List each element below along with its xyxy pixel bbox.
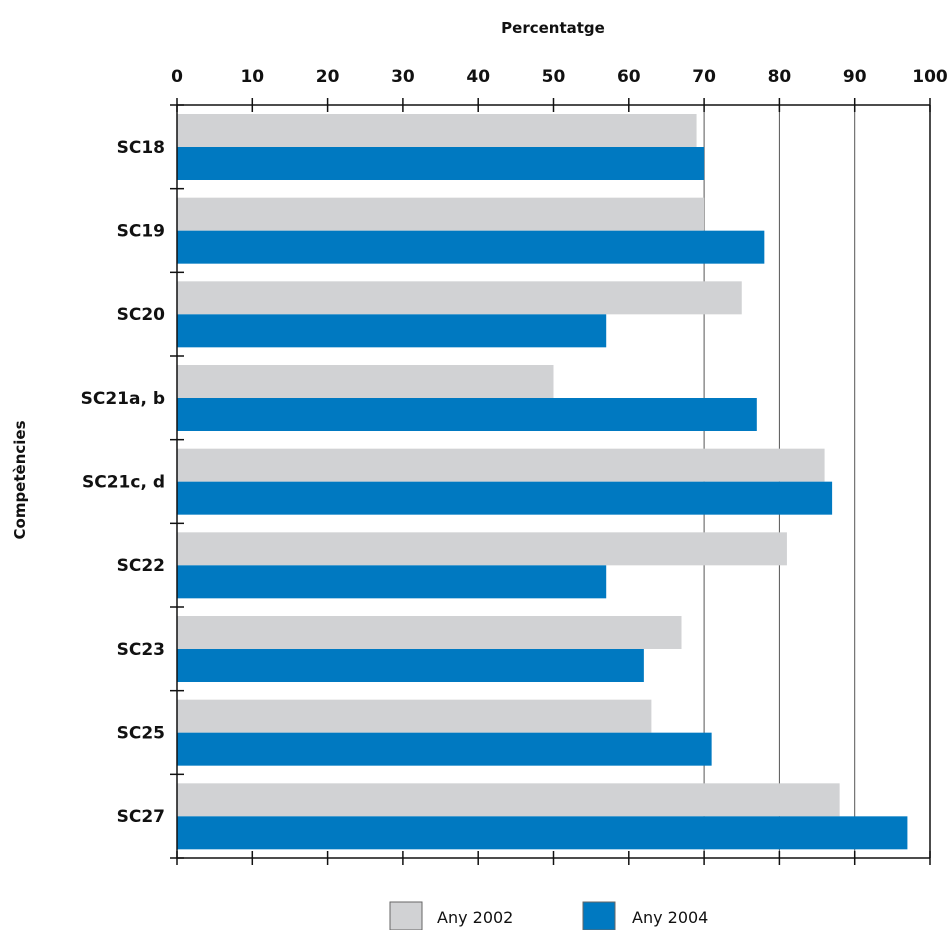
axes: SC18 SC19 SC20 SC21a, b SC21c, d SC22 SC23 SC25… [81,67,948,865]
x-tick-label: 30 [391,67,415,87]
x-tick-label: 40 [466,67,490,87]
bar-sc19-any-2004 [177,230,765,264]
x-tick-label: 80 [768,67,792,87]
x-tick-label: 50 [542,67,566,87]
legend: Any 2002 Any 2004 [389,901,708,930]
bar-sc25-any-2002 [177,699,652,733]
bar-sc21a-b-any-2004 [177,398,757,431]
category-label: SC25 [117,724,165,744]
bar-sc22-any-2004 [177,565,607,599]
category-label: SC18 [117,138,165,158]
x-tick-label: 0 [171,67,183,87]
bar-sc27-any-2004 [177,816,908,850]
bar-sc18-any-2002 [177,114,697,147]
bar-sc27-any-2002 [177,783,840,817]
category-label: SC27 [117,807,165,827]
bar-sc21a-b-any-2002 [177,365,554,398]
bar-sc23-any-2004 [177,649,644,682]
x-tick-label: 70 [692,67,716,87]
category-label: SC20 [117,305,166,325]
x-tick-label: 10 [240,67,264,87]
category-label: SC22 [117,556,165,576]
x-tick-label: 100 [912,67,948,87]
legend-swatch-any-2002 [389,901,423,930]
category-label: SC19 [117,222,165,242]
bar-sc18-any-2004 [177,147,705,180]
x-tick-label: 20 [316,67,340,87]
bar-sc20-any-2002 [177,281,742,315]
bar-sc21c-d-any-2002 [177,448,825,482]
category-label: SC23 [117,640,165,660]
bar-sc20-any-2004 [177,314,607,348]
bar-sc25-any-2004 [177,732,712,766]
bar-sc21c-d-any-2004 [177,481,833,515]
bar-sc23-any-2002 [177,616,682,649]
category-label: SC21c, d [82,473,165,493]
x-tick-label: 90 [843,67,867,87]
bars [177,114,908,850]
x-axis-title: Percentatge [501,19,605,37]
bar-sc22-any-2002 [177,532,787,566]
bar-sc19-any-2002 [177,197,705,231]
legend-label-any-2004: Any 2004 [632,908,708,927]
x-tick-label: 60 [617,67,641,87]
y-axis-title: Competències [11,420,29,539]
legend-swatch-any-2004 [582,901,616,930]
category-label: SC21a, b [81,389,165,409]
legend-label-any-2002: Any 2002 [437,908,513,927]
